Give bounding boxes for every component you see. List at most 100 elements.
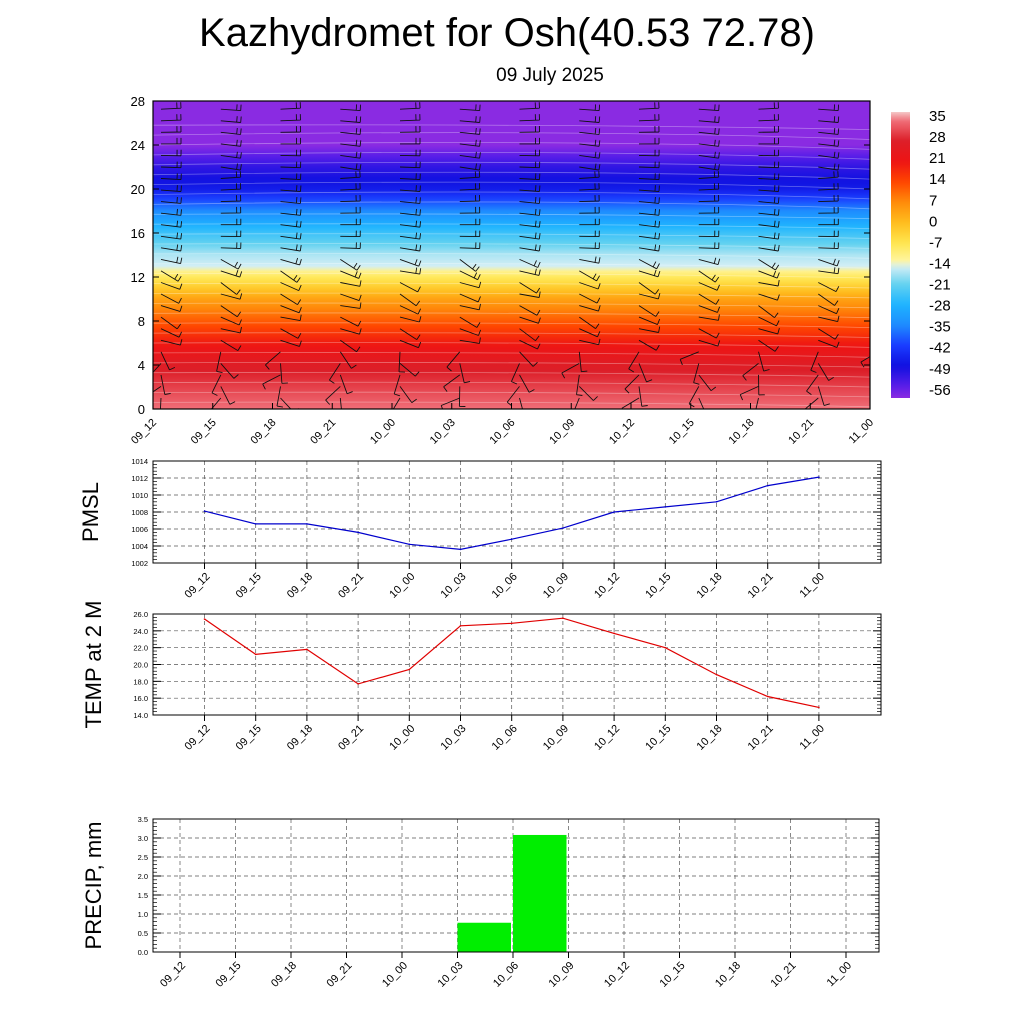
wind-barb <box>446 351 461 372</box>
wind-barb <box>458 386 466 407</box>
x-tick-label: 10_12 <box>602 960 632 990</box>
colorbar: 35 28 21 14 7 0 -7 -14 -21 -28 -35 -42 -49 -56 <box>891 108 951 399</box>
wind-barb <box>340 328 362 335</box>
wind-barb <box>818 116 840 123</box>
wind-barb <box>519 397 523 409</box>
wind-barb <box>399 293 421 307</box>
wind-barb <box>698 104 720 112</box>
wind-barb <box>578 386 598 401</box>
y-tick-label: 12 <box>131 270 145 285</box>
x-tick-label: 10_12 <box>607 417 637 447</box>
wind-barb <box>638 305 660 317</box>
wind-barb <box>399 305 422 315</box>
wind-barb <box>698 314 720 321</box>
wind-barb <box>399 328 421 340</box>
wind-barb <box>161 137 182 145</box>
x-tick-label: 10_09 <box>541 571 571 601</box>
wind-barb <box>400 137 421 145</box>
wind-barb <box>638 173 660 181</box>
wind-barb <box>399 149 421 157</box>
wind-barb <box>579 338 601 346</box>
wind-barb <box>698 194 720 203</box>
contour-line <box>153 191 870 200</box>
wind-barb <box>876 363 882 383</box>
contour-line <box>153 391 870 398</box>
wind-barb <box>340 163 362 171</box>
wind-barb <box>519 125 540 133</box>
wind-barb <box>399 339 422 349</box>
wind-barb <box>340 151 362 159</box>
x-tick-label: 11_00 <box>847 417 877 447</box>
wind-barb <box>519 173 541 181</box>
contour-line <box>153 201 870 210</box>
wind-barb <box>340 104 362 112</box>
data-point <box>408 543 411 546</box>
wind-barb <box>758 149 780 157</box>
wind-barb <box>698 257 721 266</box>
wind-barb <box>818 139 840 147</box>
wind-barb <box>758 327 780 335</box>
wind-barb <box>220 270 243 278</box>
x-tick-label: 10_03 <box>428 417 458 447</box>
wind-barb <box>519 316 541 324</box>
wind-barb <box>459 116 481 123</box>
wind-barb <box>280 282 302 292</box>
wind-barb <box>698 397 705 409</box>
x-tick-label: 10_09 <box>547 960 577 990</box>
x-tick-label: 10_12 <box>592 571 622 601</box>
pmsl-panel: 1002 1004 1006 1008 1010 1012 1014 09_12 09_15 09… <box>78 457 882 601</box>
wind-barb <box>340 242 361 249</box>
wind-barb <box>698 374 717 392</box>
wind-barb <box>459 230 481 238</box>
wind-barb <box>698 230 720 238</box>
x-tick-label: 10_06 <box>491 960 521 990</box>
contour-line <box>153 362 870 368</box>
wind-barb <box>399 125 421 133</box>
wind-barb <box>579 171 600 179</box>
wind-barb <box>519 339 541 350</box>
data-point <box>254 653 257 656</box>
wind-barb <box>579 328 601 338</box>
wind-barb <box>459 242 481 249</box>
wind-barb <box>340 206 361 214</box>
wind-barb <box>340 116 362 123</box>
wind-barb <box>579 270 600 282</box>
x-tick-label: 09_12 <box>183 571 213 601</box>
y-axis-label: PRECIP, mm <box>81 822 106 950</box>
wind-barb <box>638 282 660 295</box>
wind-barb <box>638 185 660 192</box>
wind-barb <box>693 363 700 385</box>
x-tick-label: 11_00 <box>797 571 827 601</box>
wind-barb <box>280 102 301 110</box>
wind-barb <box>399 282 421 293</box>
wind-barb <box>160 351 176 371</box>
contour-line <box>153 152 870 160</box>
wind-barb <box>210 397 222 409</box>
data-point <box>510 622 513 625</box>
wind-barb <box>399 258 422 267</box>
wind-barb <box>698 127 720 135</box>
y-tick-label: 1004 <box>131 542 148 551</box>
colorbar-label: -21 <box>929 277 951 294</box>
colorbar-label: 28 <box>929 129 946 146</box>
x-tick-label: 10_00 <box>387 571 417 601</box>
contour-line <box>153 181 870 190</box>
y-tick-label: 4 <box>138 358 145 373</box>
wind-barb <box>878 398 894 415</box>
wind-barb <box>339 374 353 395</box>
x-tick-label: 09_12 <box>183 723 213 753</box>
wind-barb <box>698 139 720 147</box>
wind-barb <box>220 363 239 379</box>
y-tick-label: 2.0 <box>138 872 148 881</box>
wind-barb <box>806 374 819 395</box>
wind-barb <box>220 163 242 171</box>
wind-barb <box>810 351 819 373</box>
y-tick-label: 14.0 <box>133 711 148 720</box>
colorbar-label: -7 <box>929 234 942 251</box>
y-tick-label: 1010 <box>131 491 148 500</box>
wind-barb <box>679 351 699 366</box>
wind-barb <box>698 282 720 291</box>
colorbar-label: -14 <box>929 255 951 272</box>
wind-barb <box>561 363 580 379</box>
wind-barb <box>280 137 301 145</box>
